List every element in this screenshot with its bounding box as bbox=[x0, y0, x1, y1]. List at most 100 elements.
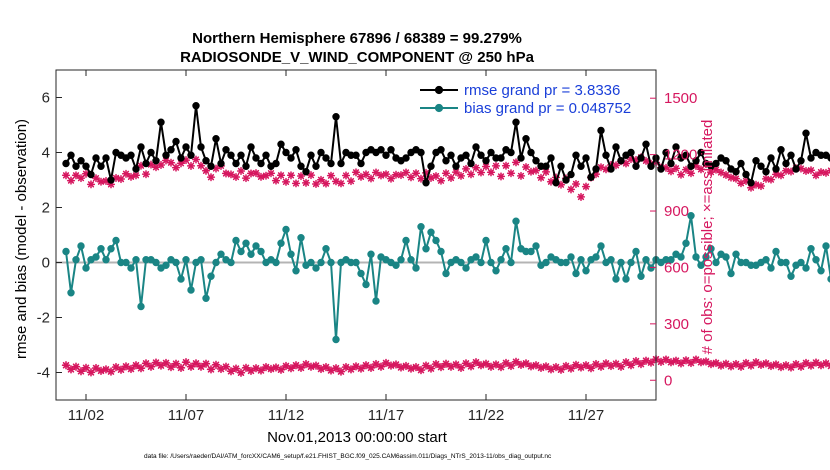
assimilated-obs-marker bbox=[331, 364, 341, 373]
possible-obs-marker bbox=[376, 171, 386, 180]
rmse-data-point bbox=[147, 148, 155, 157]
rmse-data-point bbox=[282, 148, 290, 157]
assimilated-obs-marker bbox=[811, 358, 821, 367]
assimilated-obs-marker bbox=[351, 362, 361, 371]
possible-obs-marker bbox=[341, 171, 351, 180]
assimilated-obs-marker bbox=[166, 362, 176, 372]
rmse-data-point bbox=[542, 162, 550, 170]
assimilated-obs-marker bbox=[386, 361, 396, 370]
possible-obs-marker bbox=[801, 166, 811, 176]
assimilated-obs-marker bbox=[291, 361, 301, 370]
rmse-data-point bbox=[92, 154, 100, 162]
rmse-data-point bbox=[197, 143, 205, 151]
rmse-data-point bbox=[97, 162, 105, 170]
assimilated-obs-marker bbox=[826, 362, 830, 370]
possible-obs-marker bbox=[126, 172, 136, 181]
bias-data-point bbox=[482, 236, 490, 245]
assimilated-obs-marker bbox=[61, 361, 71, 370]
assimilated-obs-marker bbox=[276, 365, 286, 374]
possible-obs-marker bbox=[201, 166, 211, 175]
possible-obs-marker bbox=[76, 174, 86, 183]
rmse-data-point bbox=[772, 165, 780, 173]
bias-data-point bbox=[607, 256, 615, 264]
possible-obs-marker bbox=[271, 176, 281, 185]
assimilated-obs-marker bbox=[231, 364, 241, 373]
assimilated-obs-marker bbox=[206, 365, 216, 374]
rmse-data-point bbox=[72, 162, 80, 170]
rmse-data-point bbox=[227, 151, 235, 159]
possible-obs-marker bbox=[96, 177, 106, 186]
bias-data-point bbox=[647, 264, 655, 272]
y-right-tick-label: 900 bbox=[664, 203, 689, 220]
bias-data-point bbox=[287, 250, 295, 258]
rmse-data-point bbox=[277, 140, 285, 148]
possible-obs-marker bbox=[686, 169, 696, 178]
bias-data-point bbox=[162, 261, 170, 269]
rmse-data-point bbox=[767, 154, 775, 162]
assimilated-obs-marker bbox=[521, 359, 531, 368]
bias-data-point bbox=[492, 267, 500, 275]
rmse-data-point bbox=[807, 154, 815, 162]
possible-obs-marker bbox=[466, 170, 476, 179]
assimilated-obs-marker bbox=[106, 367, 116, 376]
x-tick-label: 11/22 bbox=[468, 407, 504, 424]
possible-obs-marker bbox=[326, 171, 336, 180]
rmse-data-point bbox=[107, 176, 115, 184]
bias-data-point bbox=[572, 269, 580, 278]
possible-obs-marker bbox=[566, 185, 576, 194]
assimilated-obs-marker bbox=[356, 364, 366, 373]
y-left-tick-label: -4 bbox=[37, 365, 50, 382]
rmse-data-point bbox=[307, 151, 315, 159]
assimilated-obs-marker bbox=[586, 364, 596, 373]
bias-data-point bbox=[92, 253, 100, 261]
legend-item-bias: bias grand pr = 0.048752 bbox=[420, 100, 631, 117]
bias-data-point bbox=[152, 258, 160, 267]
bias-data-point bbox=[252, 242, 260, 250]
possible-obs-marker bbox=[91, 174, 101, 183]
possible-obs-marker bbox=[406, 173, 416, 182]
possible-obs-marker bbox=[811, 171, 821, 180]
bias-data-point bbox=[462, 264, 470, 272]
rmse-data-point bbox=[402, 154, 410, 162]
assimilated-obs-marker bbox=[751, 358, 761, 367]
rmse-data-point bbox=[232, 159, 240, 168]
bias-data-point bbox=[772, 247, 780, 256]
rmse-data-point bbox=[142, 159, 150, 168]
rmse-data-point bbox=[222, 146, 230, 154]
rmse-data-point bbox=[592, 165, 600, 173]
bias-data-point bbox=[597, 242, 605, 250]
assimilated-obs-marker bbox=[436, 362, 446, 372]
rmse-data-point bbox=[782, 159, 790, 168]
bias-data-point bbox=[237, 247, 245, 256]
assimilated-obs-marker bbox=[686, 358, 696, 368]
rmse-data-point bbox=[662, 148, 670, 157]
rmse-data-point bbox=[667, 159, 675, 168]
rmse-data-point bbox=[317, 148, 325, 157]
rmse-data-point bbox=[437, 146, 445, 154]
assimilated-obs-marker bbox=[786, 363, 796, 372]
rmse-data-point bbox=[552, 179, 560, 187]
assimilated-obs-marker bbox=[81, 363, 91, 373]
y-left-tick-label: -2 bbox=[37, 310, 50, 327]
bias-data-point bbox=[77, 242, 85, 250]
bias-data-point bbox=[292, 267, 300, 275]
rmse-data-point bbox=[62, 159, 70, 168]
possible-obs-marker bbox=[61, 171, 71, 180]
bias-data-point bbox=[727, 269, 735, 278]
rmse-data-point bbox=[102, 154, 110, 162]
possible-obs-marker bbox=[311, 179, 321, 188]
bias-data-point bbox=[637, 272, 645, 280]
possible-obs-marker bbox=[766, 175, 776, 184]
y-left-tick-label: 0 bbox=[42, 255, 50, 272]
bias-data-point bbox=[527, 247, 535, 256]
possible-obs-marker bbox=[506, 169, 516, 178]
assimilated-obs-marker bbox=[681, 356, 691, 365]
bias-data-point bbox=[582, 267, 590, 275]
rmse-data-point bbox=[237, 151, 245, 159]
assimilated-obs-marker bbox=[466, 362, 476, 371]
bias-data-point bbox=[137, 302, 145, 311]
possible-obs-marker bbox=[696, 165, 706, 174]
possible-obs-marker bbox=[611, 161, 621, 170]
bias-data-point bbox=[272, 258, 280, 267]
